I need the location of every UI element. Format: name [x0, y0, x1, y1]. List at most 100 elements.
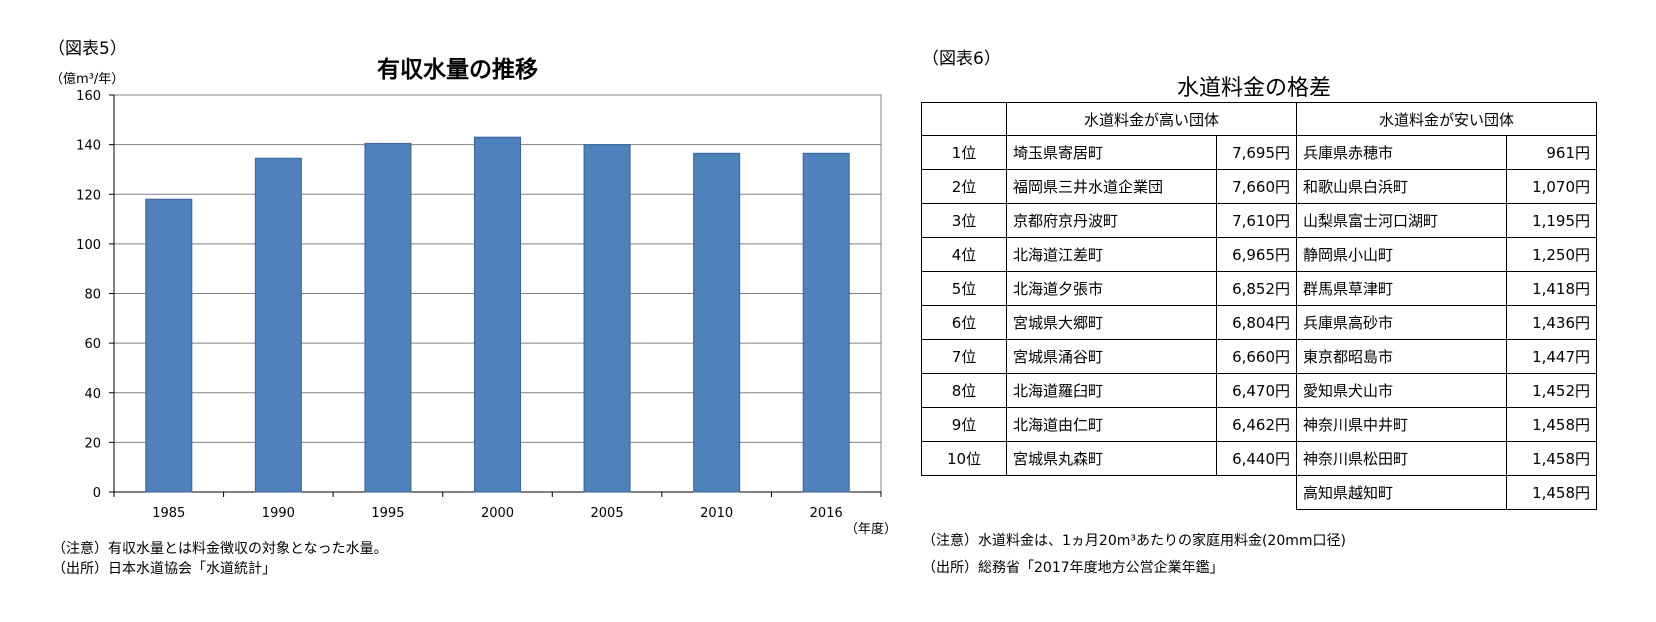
- cell-low-price: 1,458円: [1506, 475, 1598, 510]
- cell-high-name: 北海道夕張市: [1006, 271, 1217, 306]
- cell-low-name: 兵庫県赤穂市: [1296, 135, 1508, 170]
- cell-low-price: 1,452円: [1506, 373, 1598, 408]
- table-row: 3位 京都府京丹波町 7,610円 山梨県富士河口湖町 1,195円: [921, 203, 1598, 238]
- table-row: 2位 福岡県三井水道企業団 7,660円 和歌山県白浜町 1,070円: [921, 169, 1598, 204]
- x-tick-label: 2016: [810, 506, 843, 521]
- table-row-extra: 高知県越知町 1,458円: [921, 475, 1598, 510]
- table-row: 7位 宮城県涌谷町 6,660円 東京都昭島市 1,447円: [921, 339, 1598, 374]
- cell-low-price: 1,436円: [1506, 305, 1598, 340]
- cell-rank: 9位: [921, 407, 1007, 442]
- table-row: 5位 北海道夕張市 6,852円 群馬県草津町 1,418円: [921, 271, 1598, 306]
- bar-1990: [254, 157, 302, 493]
- header-low: 水道料金が安い団体: [1296, 102, 1598, 136]
- cell-low-price: 961円: [1506, 135, 1598, 170]
- cell-low-price: 1,195円: [1506, 203, 1598, 238]
- cell-high-name: 北海道由仁町: [1006, 407, 1217, 442]
- fig5-bar-chart: 0 20 40 60 80 100 120 140 160 1985 1990 1995 2000 200…: [76, 89, 882, 521]
- table-row: 10位 宮城県丸森町 6,440円 神奈川県松田町 1,458円: [921, 441, 1598, 476]
- y-tick-label: 120: [76, 188, 101, 203]
- table-row: 4位 北海道江差町 6,965円 静岡県小山町 1,250円: [921, 237, 1598, 272]
- x-tick-label: 1985: [152, 506, 185, 521]
- y-tick-label: 20: [84, 436, 101, 451]
- fig5-x-unit: （年度）: [845, 522, 898, 537]
- x-tick-label: 2000: [481, 506, 514, 521]
- fig5-source: （出所）日本水道協会「水道統計」: [52, 561, 276, 577]
- bar-1995: [364, 142, 412, 493]
- cell-low-price: 1,070円: [1506, 169, 1598, 204]
- cell-rank: 1位: [921, 135, 1007, 170]
- cell-high-name: 埼玉県寄居町: [1006, 135, 1217, 170]
- cell-high-price: 6,470円: [1215, 373, 1298, 408]
- fig6-note: （注意）水道料金は、1ヵ月20m³あたりの家庭用料金(20mm口径): [922, 533, 1346, 549]
- cell-low-name: 静岡県小山町: [1296, 237, 1508, 272]
- y-tick-label: 60: [84, 337, 101, 352]
- table-header-row: 水道料金が高い団体 水道料金が安い団体: [921, 102, 1598, 136]
- cell-high-name: 福岡県三井水道企業団: [1006, 169, 1217, 204]
- header-blank-cell: [921, 102, 1007, 136]
- cell-high-price: 6,804円: [1215, 305, 1298, 340]
- y-tick-label: 160: [76, 89, 101, 104]
- cell-rank: 4位: [921, 237, 1007, 272]
- cell-high-name: 宮城県大郷町: [1006, 305, 1217, 340]
- cell-rank: 2位: [921, 169, 1007, 204]
- x-tick-label: 2005: [591, 506, 624, 521]
- cell-high-name: 北海道江差町: [1006, 237, 1217, 272]
- cell-low-price: 1,458円: [1506, 407, 1598, 442]
- table-row: 1位 埼玉県寄居町 7,695円 兵庫県赤穂市 961円: [921, 135, 1598, 170]
- y-tick-label: 100: [76, 238, 101, 253]
- fig5-y-unit: （億m³/年）: [50, 72, 125, 87]
- cell-high-price: 6,660円: [1215, 339, 1298, 374]
- cell-low-price: 1,418円: [1506, 271, 1598, 306]
- cell-high-price: 6,852円: [1215, 271, 1298, 306]
- fig5-label: （図表5）: [48, 39, 127, 59]
- cell-rank: 6位: [921, 305, 1007, 340]
- cell-high-name: 宮城県丸森町: [1006, 441, 1217, 476]
- cell-low-price: 1,447円: [1506, 339, 1598, 374]
- cell-low-name: 神奈川県中井町: [1296, 407, 1508, 442]
- fig6-title: 水道料金の格差: [1177, 76, 1332, 101]
- bar-2010: [693, 152, 741, 493]
- cell-high-price: 7,610円: [1215, 203, 1298, 238]
- cell-low-name: 高知県越知町: [1296, 475, 1508, 510]
- table-row: 8位 北海道羅臼町 6,470円 愛知県犬山市 1,452円: [921, 373, 1598, 408]
- y-tick-label: 140: [76, 139, 101, 154]
- cell-low-price: 1,458円: [1506, 441, 1598, 476]
- fig6-source: （出所）総務省「2017年度地方公営企業年鑑」: [922, 560, 1224, 576]
- cell-rank: 10位: [921, 441, 1007, 476]
- cell-high-price: 7,660円: [1215, 169, 1298, 204]
- cell-low-name: 群馬県草津町: [1296, 271, 1508, 306]
- cell-high-name: 京都府京丹波町: [1006, 203, 1217, 238]
- x-tick-label: 1995: [371, 506, 404, 521]
- cell-rank: 5位: [921, 271, 1007, 306]
- cell-low-name: 兵庫県高砂市: [1296, 305, 1508, 340]
- y-tick-label: 40: [84, 387, 101, 402]
- cell-low-price: 1,250円: [1506, 237, 1598, 272]
- cell-low-name: 愛知県犬山市: [1296, 373, 1508, 408]
- fig5-note: （注意）有収水量とは料金徴収の対象となった水量。: [52, 541, 388, 557]
- table-row: 6位 宮城県大郷町 6,804円 兵庫県高砂市 1,436円: [921, 305, 1598, 340]
- header-high: 水道料金が高い団体: [1005, 102, 1298, 136]
- y-tick-label: 0: [93, 486, 101, 501]
- blank-cell: [921, 475, 1298, 510]
- cell-high-name: 北海道羅臼町: [1006, 373, 1217, 408]
- cell-rank: 8位: [921, 373, 1007, 408]
- cell-rank: 7位: [921, 339, 1007, 374]
- bar-2016: [802, 152, 850, 493]
- cell-low-name: 和歌山県白浜町: [1296, 169, 1508, 204]
- cell-high-price: 6,462円: [1215, 407, 1298, 442]
- table-row: 9位 北海道由仁町 6,462円 神奈川県中井町 1,458円: [921, 407, 1598, 442]
- bar-2000: [473, 136, 522, 493]
- cell-low-name: 東京都昭島市: [1296, 339, 1508, 374]
- cell-low-name: 神奈川県松田町: [1296, 441, 1508, 476]
- cell-rank: 3位: [921, 203, 1007, 238]
- fig5-title: 有収水量の推移: [377, 57, 538, 83]
- cell-low-name: 山梨県富士河口湖町: [1296, 203, 1508, 238]
- cell-high-name: 宮城県涌谷町: [1006, 339, 1217, 374]
- x-tick-label: 1990: [262, 506, 295, 521]
- fig6-label: （図表6）: [922, 49, 1001, 69]
- y-tick-label: 80: [84, 288, 101, 303]
- bar-1985: [145, 198, 193, 493]
- water-rate-table: 水道料金が高い団体 水道料金が安い団体 1位 埼玉県寄居町 7,695円 兵庫県赤穂市…: [921, 102, 1598, 510]
- cell-high-price: 7,695円: [1215, 135, 1298, 170]
- bar-2005: [583, 144, 631, 493]
